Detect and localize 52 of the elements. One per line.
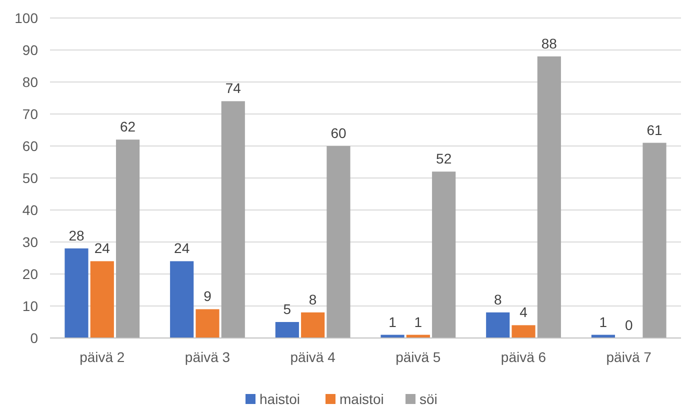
data-label: 1 (599, 314, 608, 330)
bar (512, 325, 536, 338)
data-label: 4 (520, 304, 528, 320)
bar (275, 322, 299, 338)
data-label: 88 (541, 35, 558, 52)
bar (301, 312, 325, 338)
data-label: 28 (68, 227, 84, 244)
y-tick-label: 70 (22, 106, 38, 122)
data-label: 61 (646, 122, 663, 138)
x-tick-label: päivä 3 (184, 349, 230, 365)
data-label: 1 (388, 314, 397, 330)
data-label: 1 (414, 314, 422, 330)
data-label: 60 (330, 125, 346, 141)
x-tick-label: päivä 2 (80, 349, 125, 365)
data-label: 5 (283, 301, 292, 317)
data-label: 62 (120, 118, 136, 135)
y-tick-label: 40 (22, 202, 38, 218)
y-tick-label: 100 (14, 10, 38, 26)
x-tick-label: päivä 4 (290, 349, 336, 365)
y-tick-label: 10 (22, 298, 38, 314)
y-tick-label: 80 (22, 74, 38, 90)
bar (486, 312, 510, 338)
legend-label: haistoi (260, 390, 300, 407)
bar (64, 248, 88, 338)
bar (170, 261, 194, 338)
y-tick-label: 50 (22, 170, 38, 186)
bar (642, 142, 666, 338)
legend-label: söi (420, 390, 438, 407)
bar (116, 140, 140, 338)
bar (537, 56, 561, 338)
y-tick-label: 0 (30, 330, 38, 346)
bar (221, 101, 245, 338)
y-tick-label: 20 (22, 266, 38, 282)
data-label: 8 (494, 291, 502, 308)
data-label: 24 (94, 240, 110, 256)
x-tick-label: päivä 5 (396, 349, 441, 365)
y-tick-label: 90 (22, 42, 38, 58)
data-label: 74 (225, 80, 242, 96)
data-label: 52 (436, 150, 452, 167)
data-label: 0 (624, 317, 633, 333)
bar (326, 146, 350, 338)
bar (90, 261, 114, 338)
y-tick-label: 30 (22, 234, 38, 250)
x-tick-label: päivä 7 (606, 349, 652, 365)
bar (196, 309, 220, 338)
bar (432, 172, 456, 338)
data-label: 9 (204, 288, 212, 304)
y-tick-label: 60 (22, 138, 38, 154)
legend-label: maistoi (340, 390, 384, 407)
x-tick-label: päivä 6 (500, 349, 546, 365)
data-label: 8 (308, 291, 317, 308)
data-label: 24 (174, 240, 190, 256)
